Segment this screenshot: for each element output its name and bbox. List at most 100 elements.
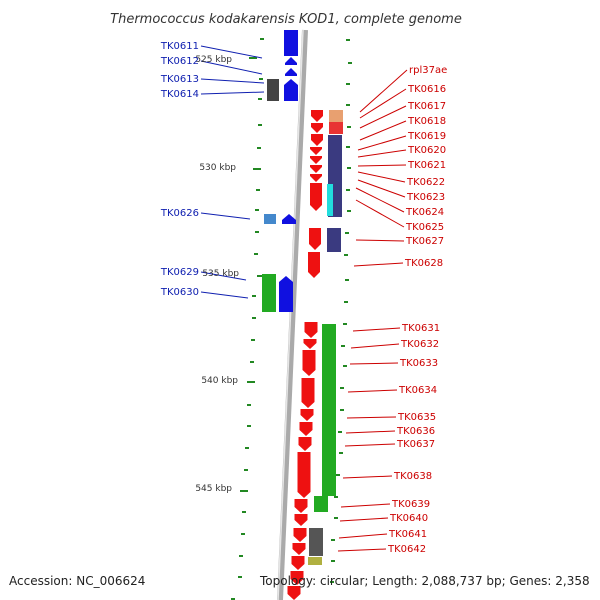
reverse-gene-arrow [300, 409, 314, 421]
reverse-gene-arrow [311, 110, 323, 122]
reverse-gene-arrow [294, 514, 308, 526]
leader-line [200, 212, 251, 220]
reverse-gene-label: TK0617 [407, 101, 446, 112]
leader-line [357, 164, 407, 167]
forward-gene-label: TK0629 [160, 267, 199, 278]
forward-gene-label: TK0611 [160, 41, 199, 52]
feature-block [308, 557, 322, 565]
reverse-gene-label: TK0642 [387, 544, 426, 555]
reverse-gene-arrow [310, 156, 322, 164]
reverse-gene-arrow [308, 252, 320, 278]
reverse-gene-label: TK0631 [401, 323, 440, 334]
feature-block [329, 110, 343, 122]
forward-gene-label: TK0630 [160, 287, 199, 298]
label-layer: 525 kbp 530 kbp 535 kbp 540 kbp 545 kbp TK061… [160, 41, 447, 555]
forward-gene-arrow [284, 79, 298, 101]
reverse-gene-label: TK0640 [389, 513, 428, 524]
kbp-label: 545 kbp [195, 484, 232, 494]
reverse-gene-arrow [310, 183, 322, 211]
reverse-gene-label: TK0616 [407, 84, 446, 95]
leader-line [359, 69, 408, 113]
reverse-gene-label: TK0618 [407, 116, 446, 127]
reverse-gene-arrow [310, 165, 322, 173]
leader-line [355, 187, 405, 213]
reverse-gene-label: TK0638 [393, 471, 432, 482]
reverse-gene-label: TK0636 [396, 426, 435, 437]
kbp-label: 535 kbp [202, 269, 239, 279]
reverse-gene-label: TK0637 [396, 439, 435, 450]
reverse-gene-arrow [297, 452, 311, 498]
feature-block [267, 79, 279, 101]
feature-block [309, 528, 323, 556]
reverse-gene-arrow [301, 378, 315, 408]
forward-gene-label: TK0612 [160, 56, 199, 67]
reverse-gene-arrow [311, 134, 323, 146]
reverse-gene-arrow [309, 228, 321, 250]
leader-line [355, 239, 405, 242]
reverse-gene-arrow [293, 528, 307, 542]
reverse-gene-arrow [294, 499, 308, 513]
accession-text: Accession: NC_006624 [9, 574, 146, 588]
reverse-gene-label: TK0623 [406, 192, 445, 203]
forward-gene-label: TK0614 [160, 89, 199, 100]
forward-gene-label: TK0626 [160, 208, 199, 219]
reverse-gene-arrow [302, 350, 316, 376]
leader-line [353, 262, 404, 267]
kbp-label: 525 kbp [195, 55, 232, 65]
reverse-gene-arrow [311, 123, 323, 133]
reverse-gene-label: TK0633 [399, 358, 438, 369]
reverse-gene-arrow [304, 322, 318, 338]
reverse-gene-arrow [310, 174, 322, 182]
reverse-gene-label: TK0621 [407, 160, 446, 171]
leader-line [357, 149, 407, 158]
reverse-gene-arrow [290, 571, 304, 585]
forward-gene-arrow [279, 276, 293, 312]
tick-marks-layer [231, 38, 352, 600]
leader-line-layer [200, 45, 408, 552]
reverse-gene-label: TK0624 [405, 207, 444, 218]
backbone-line [277, 29, 308, 600]
leader-line [200, 45, 263, 59]
reverse-gene-arrow [299, 422, 313, 436]
reverse-gene-arrow [310, 147, 322, 155]
leader-line [337, 548, 387, 552]
leader-line [200, 271, 247, 281]
reverse-gene-label: TK0619 [407, 131, 446, 142]
feature-block [264, 214, 276, 224]
forward-gene-arrow [285, 57, 297, 65]
leader-line [346, 416, 397, 419]
reverse-gene-arrow [291, 556, 305, 570]
leader-line [359, 105, 407, 129]
reverse-gene-label: TK0632 [400, 339, 439, 350]
leader-line [352, 327, 401, 332]
reverse-gene-label: TK0641 [388, 529, 427, 540]
feature-block [262, 274, 276, 312]
reverse-gene-label: TK0627 [405, 236, 444, 247]
leader-line [359, 120, 407, 141]
leader-line [340, 503, 391, 508]
feature-block [327, 228, 341, 252]
forward-gene-arrow [285, 68, 297, 76]
reverse-gene-label: rpl37ae [409, 65, 447, 76]
leader-line [200, 91, 265, 95]
feature-block [327, 184, 333, 216]
reverse-gene-arrow [292, 543, 306, 555]
feature-block [314, 496, 328, 512]
reverse-gene-label: TK0625 [405, 222, 444, 233]
reverse-gene-arrow [298, 437, 312, 451]
leader-line [357, 135, 407, 151]
leader-line [338, 533, 388, 539]
feature-block [322, 324, 336, 496]
leader-line [355, 199, 405, 228]
map-title: Thermococcus kodakarensis KOD1, complete… [110, 12, 462, 27]
backbone-layer [277, 29, 308, 600]
reverse-gene-label: TK0622 [406, 177, 445, 188]
leader-line [345, 430, 396, 434]
reverse-gene-label: TK0635 [397, 412, 436, 423]
topology-text: Topology: circular; Length: 2,088,737 bp… [260, 574, 590, 588]
reverse-gene-arrow [303, 339, 317, 349]
leader-line [200, 291, 249, 299]
reverse-gene-label: TK0620 [407, 145, 446, 156]
kbp-label: 530 kbp [199, 163, 236, 173]
